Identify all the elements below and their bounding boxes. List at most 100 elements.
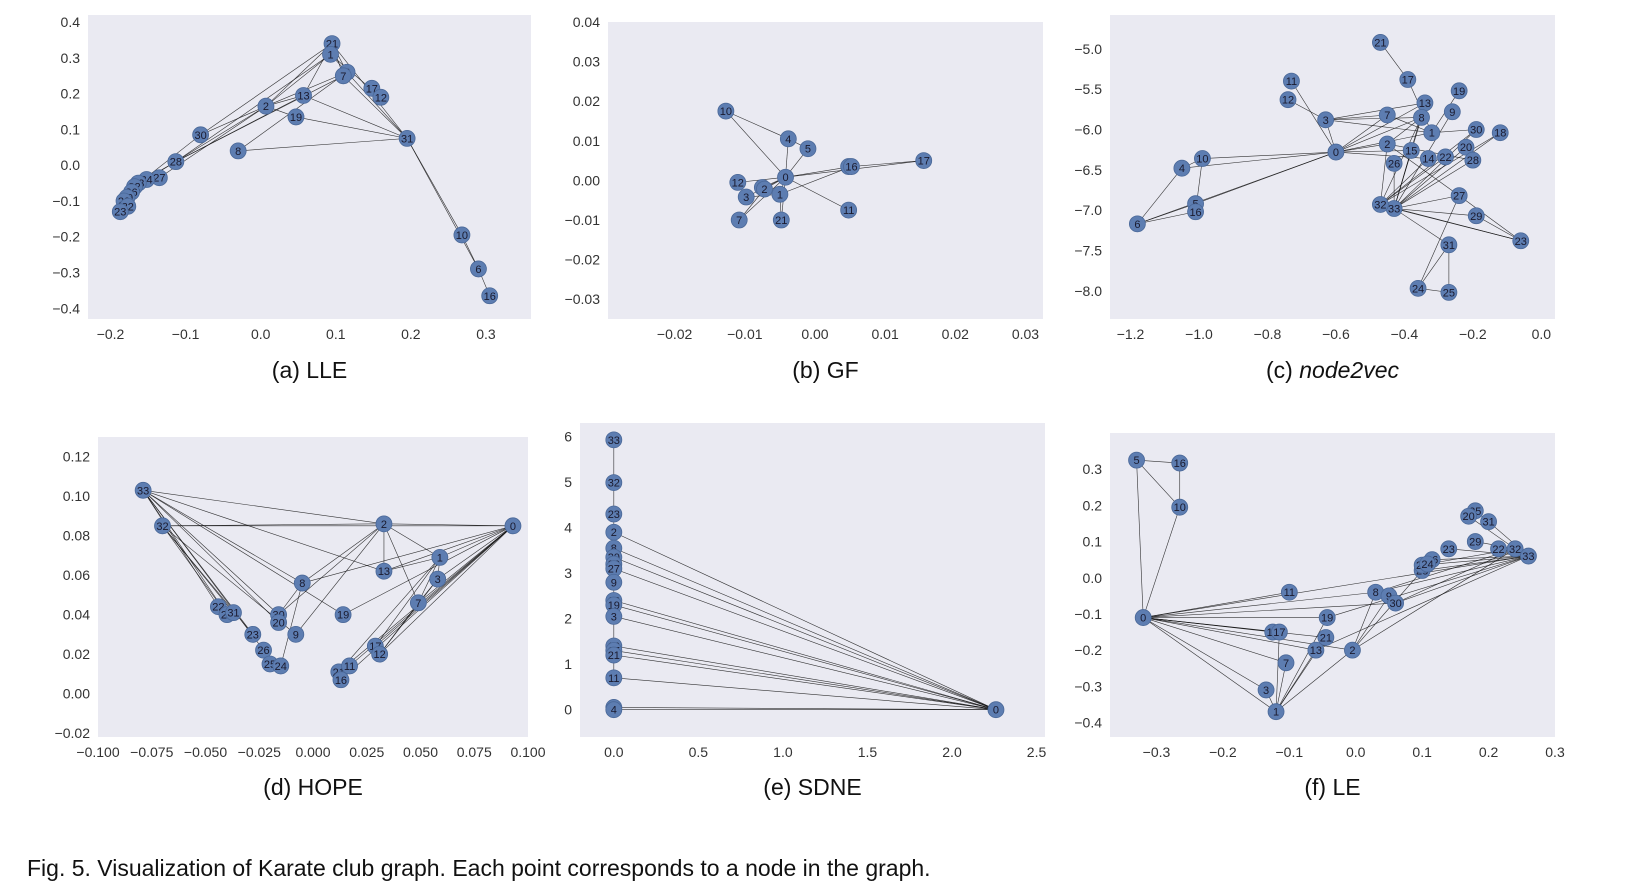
graph-node xyxy=(1419,150,1437,167)
graph-edge xyxy=(613,650,997,710)
graph-node xyxy=(341,657,358,675)
node-label: 30 xyxy=(1389,598,1401,610)
graph-edge xyxy=(851,160,924,167)
y-tick-label: 0.10 xyxy=(63,488,90,504)
graph-edge xyxy=(1393,159,1474,209)
graph-edge xyxy=(1335,150,1412,153)
graph-node xyxy=(1512,232,1530,250)
node-label: 12 xyxy=(375,92,387,104)
y-tick-label: −0.03 xyxy=(565,291,601,307)
y-tick-label: 0.12 xyxy=(63,449,90,465)
graph-node xyxy=(154,517,171,535)
node-label: 9 xyxy=(1449,107,1455,119)
graph-edge xyxy=(613,654,997,710)
graph-node xyxy=(322,45,339,63)
subplot-title: (e) SDNE xyxy=(763,774,861,800)
node-label: 15 xyxy=(1405,145,1417,157)
y-tick-label: 5 xyxy=(564,474,572,490)
node-label: 12 xyxy=(732,177,744,189)
graph-node xyxy=(605,646,623,664)
x-tick-label: 0.3 xyxy=(476,326,496,342)
x-tick-label: −0.3 xyxy=(1143,744,1171,760)
graph-edge xyxy=(1136,459,1180,508)
node-label: 23 xyxy=(247,629,259,641)
node-label: 22 xyxy=(1492,544,1504,556)
graph-edge xyxy=(613,568,997,710)
node-label: 31 xyxy=(1482,517,1494,529)
graph-edge xyxy=(340,525,514,680)
graph-node xyxy=(287,108,305,126)
node-label: 32 xyxy=(156,521,168,533)
graph-edge xyxy=(175,95,304,162)
graph-node xyxy=(1270,623,1288,641)
x-tick-label: 0.100 xyxy=(510,744,545,760)
graph-edge xyxy=(343,75,408,139)
graph-edge xyxy=(1352,592,1376,651)
node-label: 10 xyxy=(720,106,732,118)
graph-node xyxy=(1450,82,1468,100)
graph-node xyxy=(717,102,735,120)
node-label: 0 xyxy=(1140,613,1146,625)
node-label: 26 xyxy=(1388,158,1400,170)
y-tick-label: 2 xyxy=(564,611,572,627)
graph-edge xyxy=(1137,211,1196,225)
graph-node xyxy=(1440,540,1458,558)
node-label: 8 xyxy=(1418,112,1424,124)
node-label: 2 xyxy=(381,519,387,531)
graph-edge xyxy=(1325,119,1432,134)
graph-node xyxy=(840,201,858,219)
node-label: 11 xyxy=(843,205,854,217)
x-tick-label: 0.3 xyxy=(1545,744,1565,760)
graph-edge xyxy=(1327,555,1529,618)
graph-node xyxy=(1402,142,1420,159)
graph-edge xyxy=(613,556,997,710)
graph-node xyxy=(1171,454,1189,472)
node-label: 1 xyxy=(437,552,443,564)
node-label: 28 xyxy=(170,157,182,169)
graph-node xyxy=(771,185,789,203)
graph-node xyxy=(1344,641,1361,659)
graph-edge xyxy=(302,525,514,584)
node-label: 10 xyxy=(1174,502,1186,514)
graph-edge xyxy=(1422,555,1529,566)
y-tick-label: 0.04 xyxy=(573,14,600,30)
graph-edge xyxy=(1143,602,1396,618)
graph-node xyxy=(295,87,312,104)
y-tick-label: 0.3 xyxy=(1083,461,1103,477)
graph-edge xyxy=(1387,143,1460,196)
node-label: 30 xyxy=(1470,125,1482,137)
graph-edge xyxy=(613,547,997,710)
panel-e-sdne: 0.00.51.01.52.02.50123456333223283028279… xyxy=(564,423,1046,800)
y-tick-label: −6.0 xyxy=(1074,122,1102,138)
y-tick-label: −0.02 xyxy=(565,252,601,268)
graph-node xyxy=(1506,540,1524,558)
graph-edge xyxy=(1380,158,1429,205)
x-tick-label: −1.2 xyxy=(1117,326,1145,342)
x-tick-label: 0.1 xyxy=(326,326,346,342)
graph-edge xyxy=(383,523,419,603)
graph-node xyxy=(1194,150,1211,167)
graph-edge xyxy=(1143,617,1267,691)
node-label: 17 xyxy=(1402,75,1414,87)
graph-node xyxy=(1173,159,1191,177)
y-tick-label: −0.02 xyxy=(55,725,91,741)
node-label: 28 xyxy=(1467,155,1479,167)
x-tick-label: −0.6 xyxy=(1322,326,1350,342)
node-label: 0 xyxy=(993,705,999,717)
node-label: 23 xyxy=(114,207,126,219)
graph-node xyxy=(605,573,623,591)
node-label: 12 xyxy=(374,649,386,661)
y-tick-label: −7.0 xyxy=(1074,202,1102,218)
graph-node xyxy=(1318,609,1336,626)
graph-edge xyxy=(302,523,385,584)
graph-node xyxy=(1440,236,1458,254)
graph-edge xyxy=(613,677,996,710)
node-label: 25 xyxy=(1443,287,1455,299)
graph-edge xyxy=(1417,244,1450,289)
node-label: 11 xyxy=(1284,587,1295,599)
graph-node xyxy=(1187,203,1204,221)
x-tick-label: 0.0 xyxy=(1346,744,1366,760)
y-tick-label: 0.01 xyxy=(573,133,600,149)
node-label: 32 xyxy=(1374,199,1386,211)
x-tick-label: −0.2 xyxy=(1459,326,1487,342)
